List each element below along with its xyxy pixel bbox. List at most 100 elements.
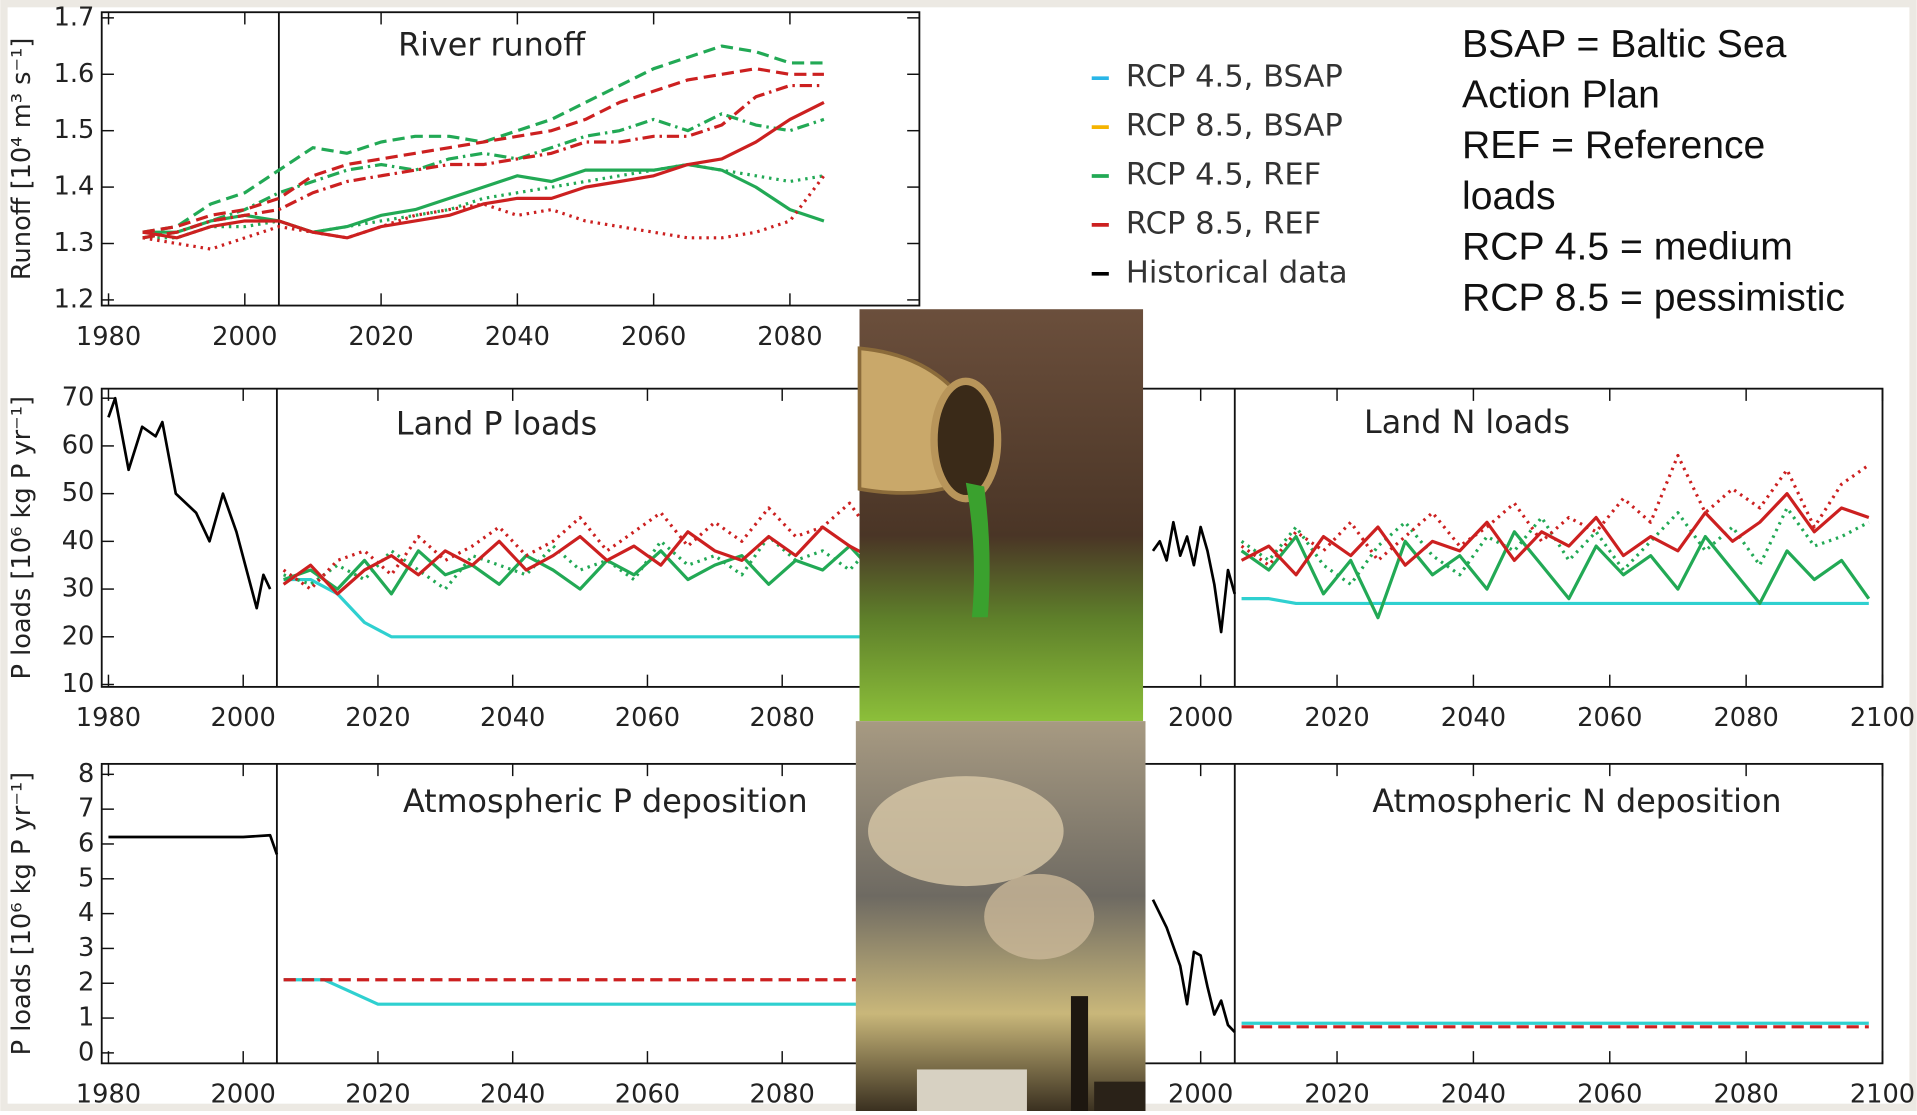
y-tick-label: 30 xyxy=(62,574,95,604)
x-tick-label: 2020 xyxy=(345,1080,410,1110)
y-tick-label: 1.3 xyxy=(54,228,95,258)
building xyxy=(1094,1081,1146,1111)
y-tick-label: 1.6 xyxy=(54,59,95,89)
plot-frame xyxy=(1056,762,1884,1065)
note-line: RCP 8.5 = pessimistic xyxy=(1462,276,1845,319)
series-line xyxy=(107,396,272,610)
chart-title: Land N loads xyxy=(1364,405,1570,441)
x-tick-label: 2040 xyxy=(480,703,545,733)
x-tick-label: 2060 xyxy=(621,322,686,352)
x-tick-label: 2060 xyxy=(615,1080,680,1110)
x-tick-label: 2080 xyxy=(1713,1080,1778,1110)
x-tick-label: 2000 xyxy=(211,703,276,733)
y-tick-label: 1.2 xyxy=(54,284,95,314)
x-tick-label: 1980 xyxy=(76,322,141,352)
y-tick-label: 1.5 xyxy=(54,115,95,145)
x-tick-label: 2020 xyxy=(345,703,410,733)
series-line xyxy=(1241,597,1869,605)
series-line xyxy=(1151,899,1236,1033)
x-tick-label: 2080 xyxy=(757,322,822,352)
series-line xyxy=(1151,520,1237,634)
x-tick-label: 2080 xyxy=(750,1080,815,1110)
series-line xyxy=(283,577,904,639)
series-line xyxy=(142,112,825,240)
x-tick-label: 2020 xyxy=(1304,1080,1369,1110)
y-tick-label: 1 xyxy=(78,1003,94,1033)
chimney xyxy=(1070,996,1089,1111)
chart-title: Atmospheric N deposition xyxy=(1372,784,1781,820)
series-line xyxy=(142,162,825,234)
series-line xyxy=(283,534,905,591)
series-line xyxy=(1240,453,1870,567)
series-line xyxy=(1240,530,1871,620)
notes: BSAP = Baltic Sea Action Plan REF = Refere… xyxy=(1462,23,1845,320)
y-tick-label: 2 xyxy=(78,968,94,998)
x-tick-label: 2100 xyxy=(1850,703,1915,733)
series-line xyxy=(142,67,824,234)
x-tick-label: 2060 xyxy=(1577,1080,1642,1110)
x-tick-label: 2080 xyxy=(750,703,815,733)
note-line: BSAP = Baltic Sea xyxy=(1462,23,1787,66)
y-axis-label: P loads [10⁶ kg P yr⁻¹] xyxy=(7,396,37,680)
x-tick-label: 2040 xyxy=(1441,1080,1506,1110)
y-tick-label: 20 xyxy=(62,621,95,651)
series-line xyxy=(1240,492,1870,577)
x-tick-label: 2020 xyxy=(348,322,413,352)
legend-label: RCP 8.5, BSAP xyxy=(1126,109,1343,144)
y-tick-label: 40 xyxy=(62,526,95,556)
legend-label: RCP 8.5, REF xyxy=(1126,206,1321,241)
legend: RCP 4.5, BSAP RCP 8.5, BSAP RCP 4.5, REF RC… xyxy=(1091,60,1348,290)
legend-label: RCP 4.5, BSAP xyxy=(1126,60,1343,95)
x-tick-label: 2020 xyxy=(1304,703,1369,733)
smoke xyxy=(984,873,1095,960)
chart-title: Atmospheric P deposition xyxy=(403,784,808,820)
y-tick-label: 50 xyxy=(62,478,95,508)
legend-label: RCP 4.5, REF xyxy=(1126,158,1321,193)
series-line xyxy=(283,544,905,596)
y-tick-label: 6 xyxy=(78,828,94,858)
series-line xyxy=(108,833,279,855)
y-tick-label: 7 xyxy=(78,794,94,824)
y-tick-label: 1.7 xyxy=(54,2,95,32)
series-line xyxy=(142,44,824,234)
note-line: REF = Reference xyxy=(1462,124,1765,167)
note-line: Action Plan xyxy=(1462,73,1660,116)
series-line xyxy=(142,101,825,240)
y-tick-label: 3 xyxy=(78,933,94,963)
chart-title: Land P loads xyxy=(396,406,597,442)
x-tick-label: 2060 xyxy=(615,703,680,733)
photos xyxy=(855,309,1146,1111)
y-tick-label: 1.4 xyxy=(54,172,95,202)
x-tick-label: 2040 xyxy=(480,1080,545,1110)
x-tick-label: 2040 xyxy=(485,322,550,352)
y-axis-label: P loads [10⁶ kg P yr⁻¹] xyxy=(7,772,37,1056)
x-tick-label: 2000 xyxy=(1168,1080,1233,1110)
x-tick-label: 2080 xyxy=(1713,703,1778,733)
smoke xyxy=(868,776,1064,887)
note-line: RCP 4.5 = medium xyxy=(1462,226,1793,269)
x-tick-label: 2040 xyxy=(1441,703,1506,733)
x-tick-label: 1980 xyxy=(76,703,141,733)
y-tick-label: 5 xyxy=(78,863,94,893)
y-axis-label: Runoff [10⁴ m³ s⁻¹] xyxy=(7,38,37,280)
chart-title: River runoff xyxy=(398,27,586,63)
x-tick-label: 2060 xyxy=(1577,703,1642,733)
series-line xyxy=(282,501,905,591)
note-line: loads xyxy=(1462,175,1556,218)
x-tick-label: 1980 xyxy=(76,1080,141,1110)
y-tick-label: 10 xyxy=(62,669,95,699)
y-tick-label: 70 xyxy=(62,383,95,413)
series-line xyxy=(282,525,905,596)
series-line xyxy=(142,83,824,240)
x-tick-label: 2000 xyxy=(1168,703,1233,733)
x-tick-label: 2000 xyxy=(211,1080,276,1110)
y-tick-label: 8 xyxy=(78,759,94,789)
legend-label: Historical data xyxy=(1126,255,1348,290)
plot-frame xyxy=(100,762,918,1065)
x-tick-label: 2100 xyxy=(1850,1080,1915,1110)
y-tick-label: 0 xyxy=(78,1037,94,1067)
x-tick-label: 2000 xyxy=(212,322,277,352)
